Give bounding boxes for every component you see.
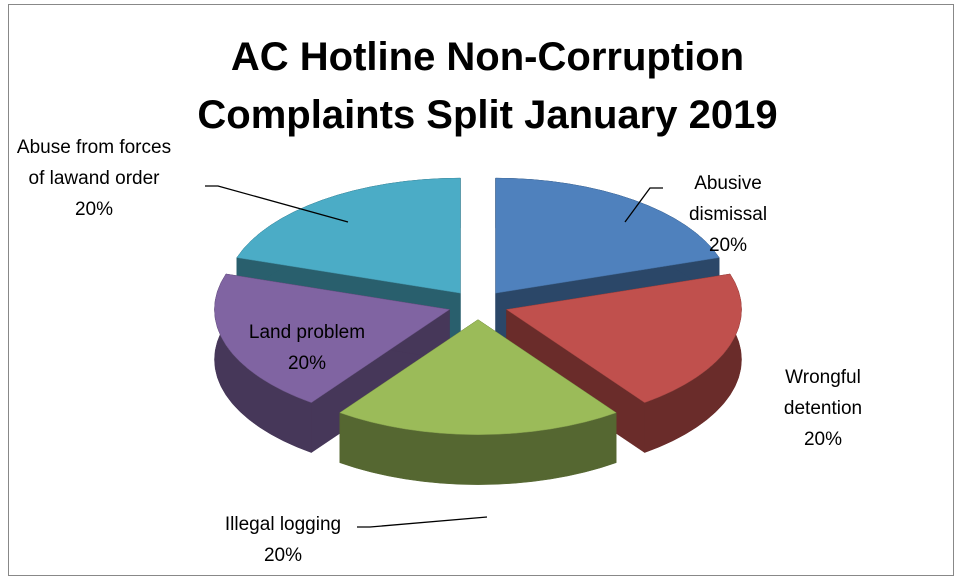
data-label: Illegal logging 20% [180,509,386,571]
slice [236,177,461,294]
category-label: Wrongful detention [783,367,863,419]
leader-line [205,185,349,223]
slice [339,319,617,435]
category-label: Abuse from forces of lawand order [16,137,172,189]
data-label: Abusive dismissal 20% [668,168,788,261]
data-label: Land problem 20% [210,317,404,379]
leader-line [357,516,488,528]
category-label: Land problem [248,322,366,343]
leader-line [624,187,663,223]
leader-lines [205,185,663,528]
category-label: Abusive dismissal [688,173,768,225]
slice [214,273,451,403]
value-label: 20% [263,545,303,566]
category-label: Illegal logging [224,514,342,535]
value-label: 20% [287,353,327,374]
pie [214,177,742,485]
value-label: 20% [74,199,114,220]
data-label: Wrongful detention 20% [755,362,891,455]
value-label: 20% [708,235,748,256]
chart-border [8,4,954,576]
slice [495,177,720,294]
value-label: 20% [803,429,843,450]
data-label: Abuse from forces of lawand order 20% [10,132,178,225]
slice [505,273,742,403]
chart-title: AC Hotline Non-Corruption Complaints Spl… [197,35,778,137]
